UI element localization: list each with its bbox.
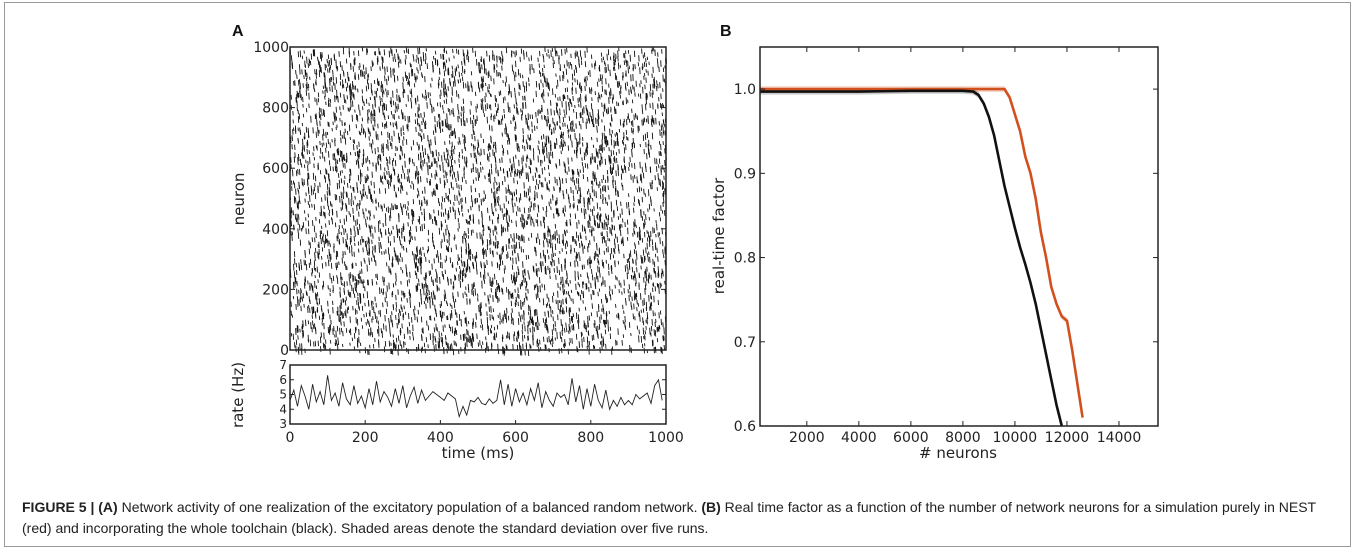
raster-spikes (289, 46, 667, 357)
panel-letter-b: B (720, 23, 732, 40)
figure-frame (4, 2, 1351, 547)
panel-letter-a: A (232, 23, 244, 40)
